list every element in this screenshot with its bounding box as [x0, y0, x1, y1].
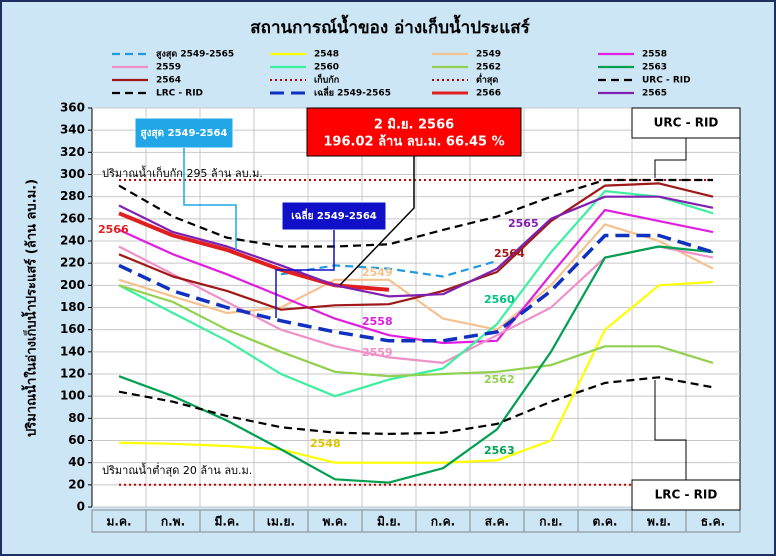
x-tick-label: ก.ค.: [431, 515, 455, 529]
y-tick-label: 120: [60, 367, 85, 381]
y-tick-label: 240: [60, 234, 85, 248]
legend-label: LRC - RID: [156, 89, 203, 99]
series-line: [280, 259, 498, 278]
max-pointer: [183, 148, 237, 250]
urc-pointer: [654, 138, 687, 178]
y-tick-label: 80: [68, 411, 85, 425]
x-tick-label: ก.ย.: [539, 515, 562, 529]
series-label: 2560: [484, 293, 515, 306]
y-tick-label: 360: [60, 101, 85, 115]
series-label: 2562: [484, 373, 515, 386]
x-tick-label: พ.ค.: [322, 515, 347, 529]
legend-label: ต่ำสุด: [476, 73, 498, 86]
x-tick-label: ม.ค.: [106, 515, 131, 529]
y-tick-label: 100: [60, 389, 85, 403]
series-line: [118, 223, 714, 331]
series-line: [118, 233, 714, 343]
y-tick-label: 260: [60, 211, 85, 225]
x-tick-label: พ.ย.: [647, 515, 671, 529]
legend-label: 2563: [642, 63, 667, 73]
y-tick-label: 320: [60, 145, 85, 159]
current-value: 196.02 ล้าน ลบ.ม. 66.45 %: [323, 134, 504, 150]
max-box-text: สูงสุด 2549-2564: [141, 128, 228, 140]
series-label: 2559: [362, 346, 393, 359]
legend-label: เฉลี่ย 2549-2565: [314, 86, 391, 99]
min-text: ปริมาณน้ำต่ำสุด 20 ล้าน ลบ.ม.: [102, 462, 252, 477]
storage-text: ปริมาณน้ำเก็บกัก 295 ล้าน ลบ.ม.: [102, 165, 263, 180]
x-tick-label: มิ.ย.: [377, 515, 401, 529]
avg-pointer: [275, 230, 335, 318]
series-label: 2549: [362, 266, 393, 279]
legend-label: 2562: [476, 63, 501, 73]
legend-label: 2548: [314, 50, 339, 60]
series-label: 2565: [508, 217, 539, 230]
series-label: 2566: [98, 223, 129, 236]
x-tick-label: มี.ค.: [214, 515, 239, 529]
urc-text: URC - RID: [654, 116, 719, 130]
legend-label: URC - RID: [642, 76, 691, 86]
y-tick-label: 160: [60, 322, 85, 336]
series-line: [118, 376, 714, 435]
y-axis-label: ปริมาณน้ำในอ่างเก็บน้ำประแสร์ (ล้าน ลบ.ม…: [21, 179, 40, 437]
series-line: [118, 195, 714, 298]
current-box: [306, 107, 522, 157]
y-tick-label: 280: [60, 189, 85, 203]
x-tick-label: ก.พ.: [161, 515, 185, 529]
x-tick-label: ส.ค.: [485, 515, 509, 529]
y-tick-label: 220: [60, 256, 85, 270]
current-pointer: [339, 156, 415, 286]
legend-label: 2565: [642, 89, 667, 99]
series-line: [118, 280, 714, 464]
urc-box: [631, 107, 741, 139]
chart-title: สถานการณ์น้ำของ อ่างเก็บน้ำประแสร์: [250, 14, 530, 38]
legend-label: 2564: [156, 76, 181, 86]
legend-label: เก็บกัก: [314, 73, 339, 86]
y-tick-label: 180: [60, 300, 85, 314]
series-line: [118, 284, 714, 378]
y-tick-label: 40: [68, 455, 85, 469]
series-label: 2564: [494, 247, 525, 260]
legend-label: 2560: [314, 63, 339, 73]
y-tick-label: 340: [60, 123, 85, 137]
y-tick-label: 300: [60, 167, 85, 181]
series-line: [118, 178, 713, 248]
y-tick-label: 60: [68, 433, 85, 447]
legend-label: 2559: [156, 63, 181, 73]
series-line: [118, 208, 714, 345]
lrc-pointer: [654, 380, 687, 480]
legend-label: สูงสุด 2549-2565: [156, 50, 234, 60]
legend-label: 2566: [476, 89, 501, 99]
series-line: [118, 182, 714, 311]
x-tick-label: ต.ค.: [593, 515, 618, 529]
y-tick-label: 0: [77, 500, 85, 514]
legend-label: 2558: [642, 50, 667, 60]
series-label: 2558: [362, 315, 393, 328]
series-label: 2563: [484, 444, 515, 457]
legend-label: 2549: [476, 50, 501, 60]
y-tick-label: 20: [68, 477, 85, 491]
lrc-text: LRC - RID: [655, 488, 718, 502]
y-tick-label: 200: [60, 278, 85, 292]
series-line: [118, 245, 714, 484]
current-date: 2 มิ.ย. 2566: [374, 118, 454, 133]
x-tick-label: ธ.ค.: [701, 515, 725, 529]
avg-box-text: เฉลี่ย 2549-2564: [291, 208, 377, 222]
series-label: 2548: [310, 437, 341, 450]
y-tick-label: 140: [60, 344, 85, 358]
x-tick-label: เม.ย.: [267, 515, 295, 529]
